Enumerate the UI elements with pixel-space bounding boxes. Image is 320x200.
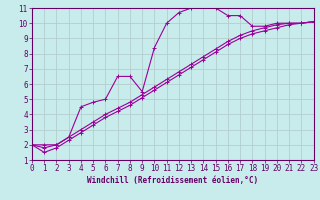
X-axis label: Windchill (Refroidissement éolien,°C): Windchill (Refroidissement éolien,°C) bbox=[87, 176, 258, 185]
